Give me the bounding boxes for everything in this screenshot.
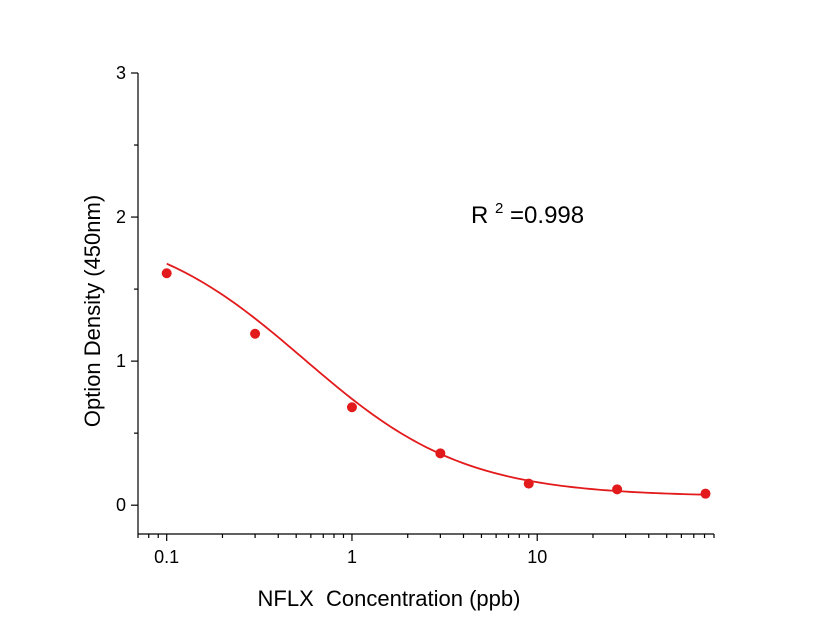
data-point: [346, 402, 357, 413]
y-axis-title: Option Density (450nm): [80, 195, 105, 427]
y-axis-ticks: 0 1 2 3: [116, 63, 138, 515]
r-squared-base: R: [471, 202, 488, 229]
data-point: [612, 484, 623, 495]
data-point: [523, 478, 534, 489]
x-tick-label: 0.1: [154, 547, 179, 567]
r-squared-value: =0.998: [510, 202, 584, 229]
data-point: [435, 448, 446, 459]
x-axis-ticks: 0.1 1 10: [137, 534, 715, 567]
x-axis-title: NFLX Concentration (ppb): [258, 586, 521, 611]
data-points: [161, 268, 711, 499]
axes: [137, 73, 714, 535]
y-tick-label: 1: [116, 351, 126, 371]
x-tick-label: 1: [347, 547, 357, 567]
fit-curve: [166, 262, 706, 496]
data-point: [161, 268, 172, 279]
r-squared-annotation: R 2 =0.998: [471, 192, 584, 229]
data-point: [700, 488, 711, 499]
x-tick-label: 10: [527, 547, 547, 567]
y-tick-label: 2: [116, 207, 126, 227]
data-point: [250, 328, 261, 339]
r-squared-superscript: 2: [495, 200, 503, 217]
y-tick-label: 3: [116, 63, 126, 83]
y-tick-label: 0: [116, 495, 126, 515]
